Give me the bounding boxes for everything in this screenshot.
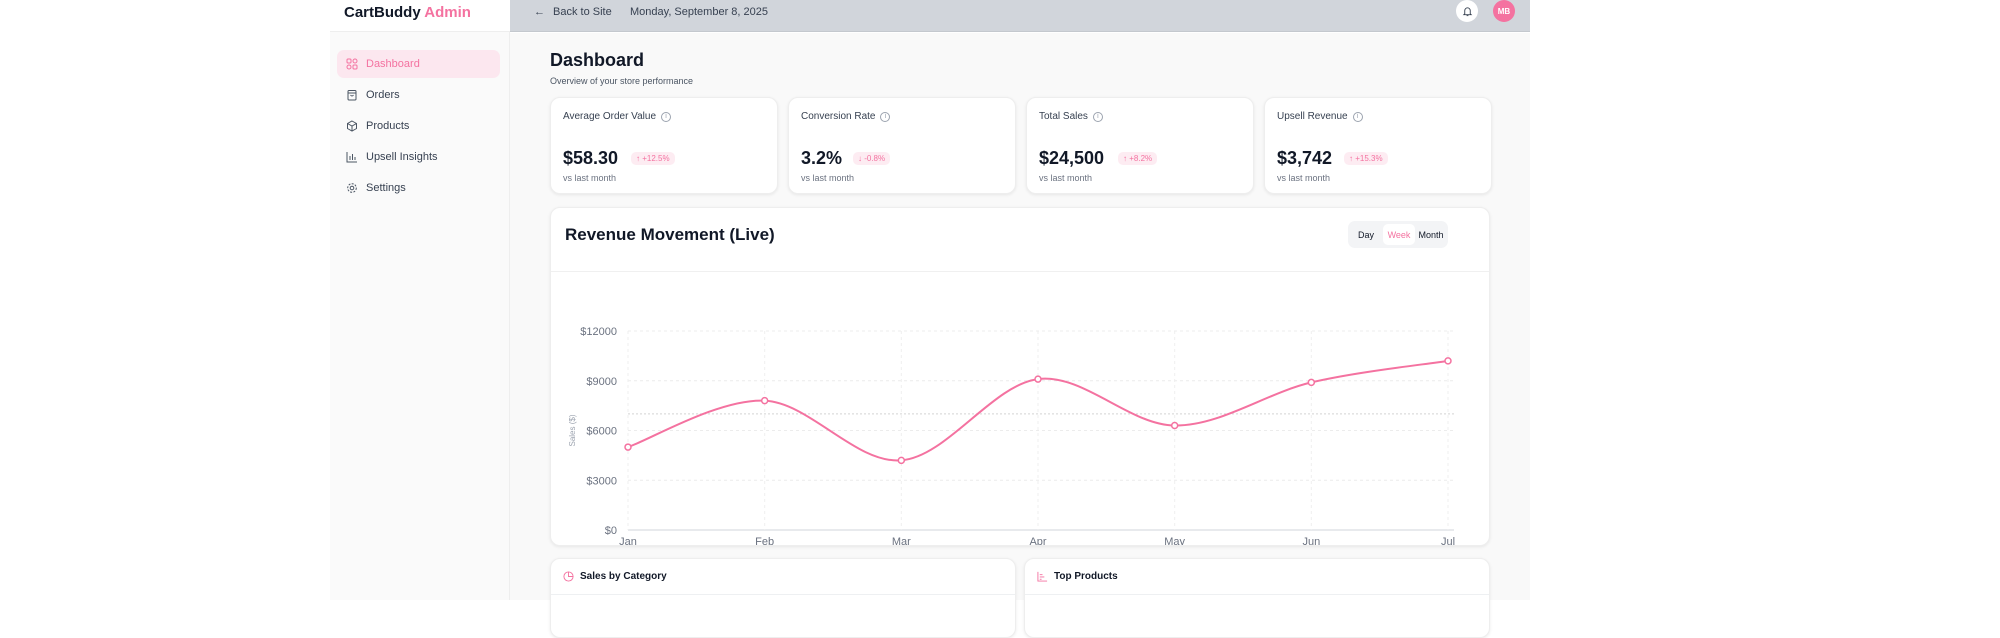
gear-icon bbox=[347, 183, 357, 193]
bell-icon bbox=[1462, 6, 1472, 16]
arrow-left-icon: ← bbox=[534, 6, 545, 18]
data-point bbox=[1444, 357, 1452, 365]
sidebar-item-label: Dashboard bbox=[366, 58, 420, 70]
kpi-subtext: vs last month bbox=[1039, 173, 1093, 183]
brand-name: CartBuddy bbox=[344, 4, 421, 21]
y-tick-label: $3000 bbox=[586, 475, 617, 487]
x-tick-label: Jul bbox=[1441, 536, 1455, 545]
page-subtitle: Overview of your store performance bbox=[550, 76, 694, 86]
main-content: Dashboard Overview of your store perform… bbox=[510, 33, 1530, 638]
sales-by-category-card: Sales by Category bbox=[550, 558, 1016, 638]
data-point bbox=[760, 396, 769, 405]
top-products-card: Top Products bbox=[1024, 558, 1490, 638]
pie-chart-icon bbox=[563, 571, 574, 582]
y-tick-label: $0 bbox=[605, 525, 617, 537]
kpi-label: Total Sales bbox=[1039, 111, 1088, 122]
x-tick-label: Jan bbox=[619, 536, 637, 545]
kpi-change-badge: ↓ -0.8% bbox=[853, 152, 891, 165]
notifications-button[interactable] bbox=[1456, 0, 1478, 22]
info-icon[interactable]: i bbox=[661, 111, 672, 122]
shopping-bag-icon bbox=[347, 90, 357, 101]
toggle-month[interactable]: Month bbox=[1418, 229, 1444, 240]
info-icon[interactable]: i bbox=[1352, 111, 1363, 122]
x-tick-label: Jun bbox=[1302, 536, 1320, 545]
grid-icon bbox=[346, 58, 358, 70]
x-tick-label: Feb bbox=[755, 536, 774, 545]
period-toggle: Day Week Month bbox=[1348, 221, 1448, 248]
box-icon bbox=[347, 120, 357, 132]
info-icon[interactable]: i bbox=[1092, 111, 1103, 122]
divider bbox=[1025, 594, 1489, 595]
divider bbox=[551, 271, 1489, 272]
card-title: Top Products bbox=[1054, 571, 1118, 582]
top-header: ← Back to Site Monday, September 8, 2025 … bbox=[510, 0, 1530, 32]
kpi-card-conversion-rate: Conversion Rate i 3.2% ↓ -0.8% vs last mo… bbox=[788, 97, 1016, 194]
divider bbox=[551, 594, 1015, 595]
kpi-label: Average Order Value bbox=[563, 111, 657, 122]
revenue-line-chart: $0 $3000 $6000 $9000 $12000 Jan Feb Mar Apr May Ju… bbox=[568, 326, 1455, 545]
data-point bbox=[1307, 378, 1316, 387]
kpi-card-average-order-value: Average Order Value i $58.30 ↑ +12.5% vs … bbox=[550, 97, 778, 194]
y-tick-label: $12000 bbox=[580, 326, 617, 338]
kpi-label: Conversion Rate bbox=[801, 111, 876, 122]
kpi-value: $3,742 bbox=[1277, 148, 1333, 168]
kpi-change-badge: ↑ +12.5% bbox=[631, 152, 675, 165]
sidebar-item-label: Orders bbox=[366, 89, 400, 101]
sidebar-item-products[interactable]: Products bbox=[337, 112, 500, 140]
data-point bbox=[897, 456, 906, 465]
toggle-day[interactable]: Day bbox=[1357, 229, 1374, 240]
kpi-card-upsell-revenue: Upsell Revenue i $3,742 ↑ +15.3% vs last … bbox=[1264, 97, 1492, 194]
sidebar-item-label: Upsell Insights bbox=[366, 151, 438, 163]
revenue-chart-card: Revenue Movement (Live) Day Week Month $… bbox=[550, 207, 1490, 546]
y-tick-label: $9000 bbox=[586, 376, 617, 388]
kpi-subtext: vs last month bbox=[1277, 173, 1331, 183]
back-label: Back to Site bbox=[553, 6, 612, 18]
current-date: Monday, September 8, 2025 bbox=[630, 6, 768, 18]
kpi-value: 3.2% bbox=[801, 148, 843, 168]
x-tick-label: Apr bbox=[1029, 536, 1046, 545]
kpi-card-total-sales: Total Sales i $24,500 ↑ +8.2% vs last mon… bbox=[1026, 97, 1254, 194]
kpi-value: $58.30 bbox=[563, 148, 619, 168]
sidebar-item-label: Settings bbox=[366, 182, 406, 194]
info-icon[interactable]: i bbox=[880, 111, 891, 122]
sidebar-item-upsell-insights[interactable]: Upsell Insights bbox=[337, 143, 500, 171]
sidebar: CartBuddy Admin Dashboard Orders Product… bbox=[330, 0, 510, 600]
card-title: Sales by Category bbox=[580, 571, 667, 582]
toggle-week[interactable]: Week bbox=[1383, 224, 1415, 245]
logo-area: CartBuddy Admin bbox=[330, 0, 510, 32]
data-point bbox=[1170, 421, 1179, 430]
chart-title: Revenue Movement (Live) bbox=[565, 225, 775, 244]
bar-chart-icon bbox=[1037, 571, 1048, 582]
kpi-subtext: vs last month bbox=[563, 173, 617, 183]
kpi-label: Upsell Revenue bbox=[1277, 111, 1348, 122]
kpi-value: $24,500 bbox=[1039, 148, 1105, 168]
x-tick-label: May bbox=[1164, 536, 1185, 545]
sidebar-item-settings[interactable]: Settings bbox=[337, 174, 500, 202]
user-avatar[interactable]: MB bbox=[1493, 0, 1515, 22]
kpi-subtext: vs last month bbox=[801, 173, 855, 183]
data-point bbox=[624, 443, 632, 451]
sidebar-item-orders[interactable]: Orders bbox=[337, 81, 500, 109]
y-axis-label: Sales ($) bbox=[568, 414, 577, 446]
sidebar-item-dashboard[interactable]: Dashboard bbox=[337, 50, 500, 78]
y-tick-label: $6000 bbox=[586, 426, 617, 438]
bar-chart-icon bbox=[346, 152, 357, 163]
logo[interactable]: CartBuddy Admin bbox=[344, 4, 471, 21]
kpi-change-badge: ↑ +8.2% bbox=[1118, 152, 1158, 165]
kpi-change-badge: ↑ +15.3% bbox=[1344, 152, 1388, 165]
sidebar-item-label: Products bbox=[366, 120, 410, 132]
data-point bbox=[1034, 375, 1042, 383]
brand-suffix: Admin bbox=[424, 4, 471, 21]
page-title: Dashboard bbox=[550, 50, 645, 70]
x-tick-label: Mar bbox=[892, 536, 911, 545]
back-to-site-link[interactable]: ← Back to Site bbox=[534, 6, 612, 18]
